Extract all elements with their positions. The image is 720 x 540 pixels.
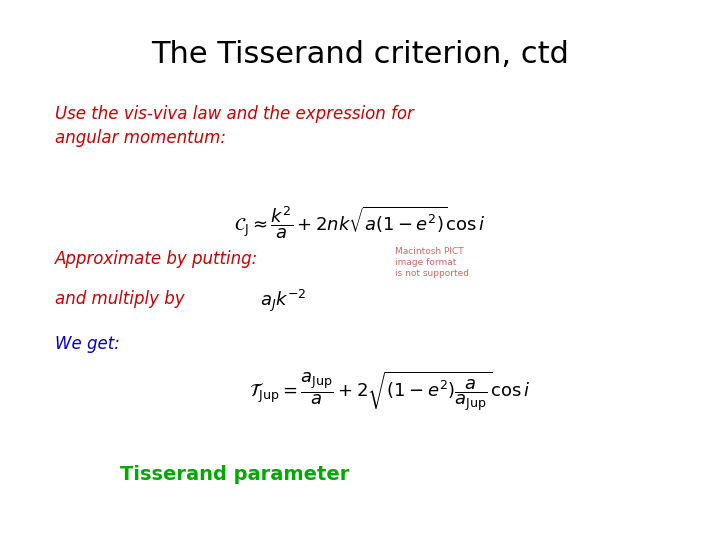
Text: Tisserand parameter: Tisserand parameter	[120, 465, 349, 484]
Text: $a_J k^{-2}$: $a_J k^{-2}$	[260, 288, 306, 314]
Text: Use the vis-viva law and the expression for
angular momentum:: Use the vis-viva law and the expression …	[55, 105, 414, 146]
Text: Approximate by putting:: Approximate by putting:	[55, 250, 258, 268]
Text: Macintosh PICT
image format
is not supported: Macintosh PICT image format is not suppo…	[395, 247, 469, 278]
Text: $\mathcal{C}_\mathrm{J} \approx \dfrac{k^2}{a} + 2nk\sqrt{a(1-e^2)}\cos i$: $\mathcal{C}_\mathrm{J} \approx \dfrac{k…	[234, 205, 486, 241]
Text: We get:: We get:	[55, 335, 120, 353]
Text: The Tisserand criterion, ctd: The Tisserand criterion, ctd	[151, 40, 569, 69]
Text: $\mathcal{T}_\mathrm{Jup} = \dfrac{a_\mathrm{Jup}}{a} + 2\sqrt{(1-e^2)\dfrac{a}{: $\mathcal{T}_\mathrm{Jup} = \dfrac{a_\ma…	[249, 370, 531, 415]
Text: and multiply by: and multiply by	[55, 290, 184, 308]
